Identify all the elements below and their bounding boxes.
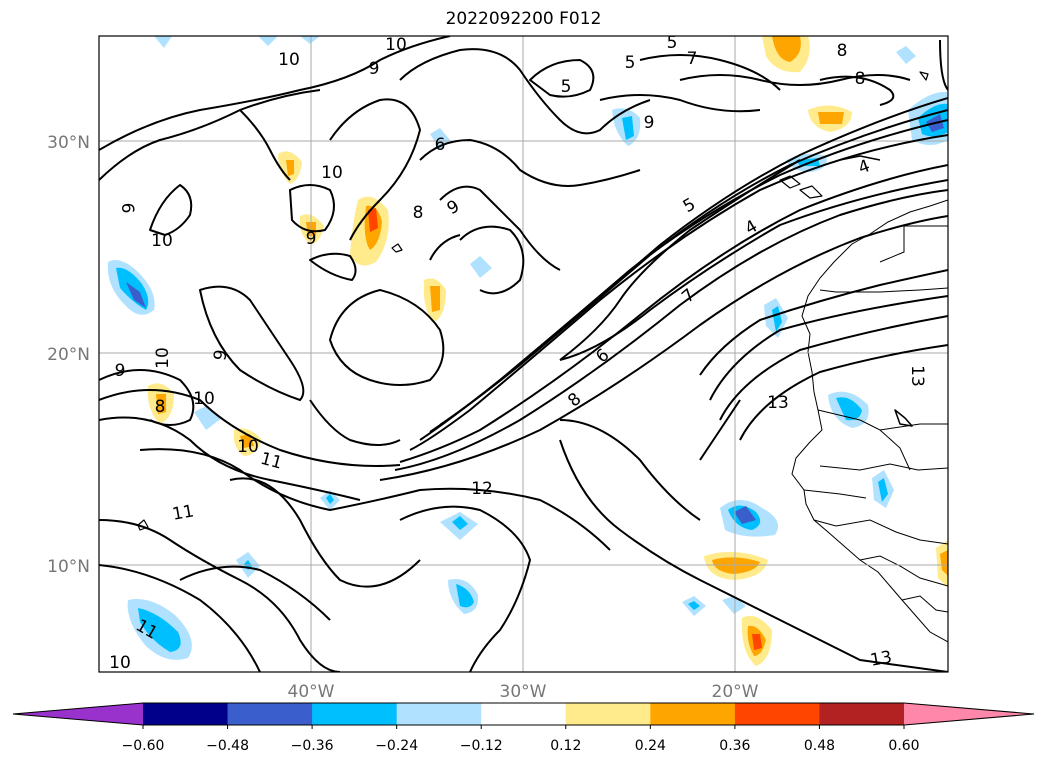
contour-label: 9	[369, 59, 380, 79]
lat-label: 10°N	[47, 557, 90, 577]
colorbar-tick-label: −0.60	[122, 738, 165, 754]
colorbar-cell	[312, 703, 398, 725]
colorbar-tick-label: 0.12	[550, 738, 581, 754]
map-frame	[98, 35, 949, 673]
colorbar-tick-label: 0.48	[804, 738, 835, 754]
lon-label: 40°W	[288, 682, 335, 702]
contour-label: 10	[278, 50, 300, 70]
contour-label: 13	[869, 647, 894, 670]
colorbar: −0.60 −0.48 −0.36 −0.24 −0.12 0.12 0.24 0.36 0.4…	[12, 702, 1035, 754]
colorbar-tick-label: 0.24	[635, 738, 666, 754]
contour-label: 5	[667, 33, 678, 53]
colorbar-cell	[481, 703, 567, 725]
longitude-labels: 40°W 30°W 20°W	[288, 682, 759, 702]
contour-label: 10	[385, 35, 407, 55]
contour-lines	[99, 36, 948, 672]
colorbar-cells	[13, 703, 1034, 725]
colorbar-cell	[819, 703, 905, 725]
positive-anomaly-patches	[147, 36, 948, 666]
contour-label: 8	[155, 397, 166, 417]
contour-label: 9	[115, 361, 126, 381]
lon-label: 30°W	[500, 682, 547, 702]
colorbar-tick-label: 0.36	[719, 738, 750, 754]
lon-label: 20°W	[712, 682, 759, 702]
contour-label: 8	[855, 69, 866, 89]
colorbar-cell	[734, 703, 820, 725]
chart-title: 2022092200 F012	[445, 9, 602, 29]
contour-label: 10	[153, 347, 173, 369]
colorbar-cell	[650, 703, 736, 725]
colorbar-ticks: −0.60 −0.48 −0.36 −0.24 −0.12 0.12 0.24 0.36 0.4…	[122, 725, 920, 754]
contour-label: 7	[687, 49, 698, 69]
colorbar-cell	[143, 703, 229, 725]
colorbar-tick-label: −0.36	[291, 738, 334, 754]
contour-label: 6	[117, 203, 137, 214]
contour-label: 9	[306, 229, 317, 249]
contour-label: 9	[644, 113, 655, 133]
contour-label: 13	[767, 393, 789, 413]
contour-label: 10	[237, 437, 259, 457]
colorbar-tick-label: −0.12	[460, 738, 503, 754]
contour-label: 10	[109, 653, 131, 673]
contour-label: 8	[413, 203, 424, 223]
colorbar-tick-label: 0.60	[888, 738, 919, 754]
lat-label: 30°N	[47, 133, 90, 153]
contour-label: 10	[193, 389, 215, 409]
lat-label: 20°N	[47, 345, 90, 365]
latitude-labels: 30°N 20°N 10°N	[47, 133, 90, 577]
colorbar-cell	[396, 703, 482, 725]
colorbar-cell	[227, 703, 313, 725]
gridlines	[99, 36, 948, 672]
contour-label: 11	[171, 501, 196, 524]
colorbar-outline	[12, 702, 1035, 726]
contour-label: 10	[321, 163, 343, 183]
map-plot-area: 10 9 10 5 5 7 6 8 5 8 9 6 10 8 9 10 9 9 …	[99, 33, 948, 673]
contour-label: 5	[561, 77, 572, 97]
colorbar-cell	[565, 703, 651, 725]
contour-label: 8	[837, 41, 848, 61]
colorbar-extend-low	[13, 703, 143, 725]
colorbar-extend-high	[904, 703, 1034, 725]
colorbar-tick-label: −0.48	[206, 738, 249, 754]
contour-label: 5	[625, 53, 636, 73]
colorbar-tick-label: −0.24	[375, 738, 418, 754]
contour-label: 10	[151, 231, 173, 251]
contour-label: 12	[471, 479, 493, 499]
contour-label: 9	[210, 348, 232, 362]
contour-labels: 10 9 10 5 5 7 6 8 5 8 9 6 10 8 9 10 9 9 …	[109, 33, 927, 673]
contour-label: 6	[435, 135, 446, 155]
coastline-borders	[791, 199, 948, 643]
contour-label: 13	[907, 365, 927, 387]
